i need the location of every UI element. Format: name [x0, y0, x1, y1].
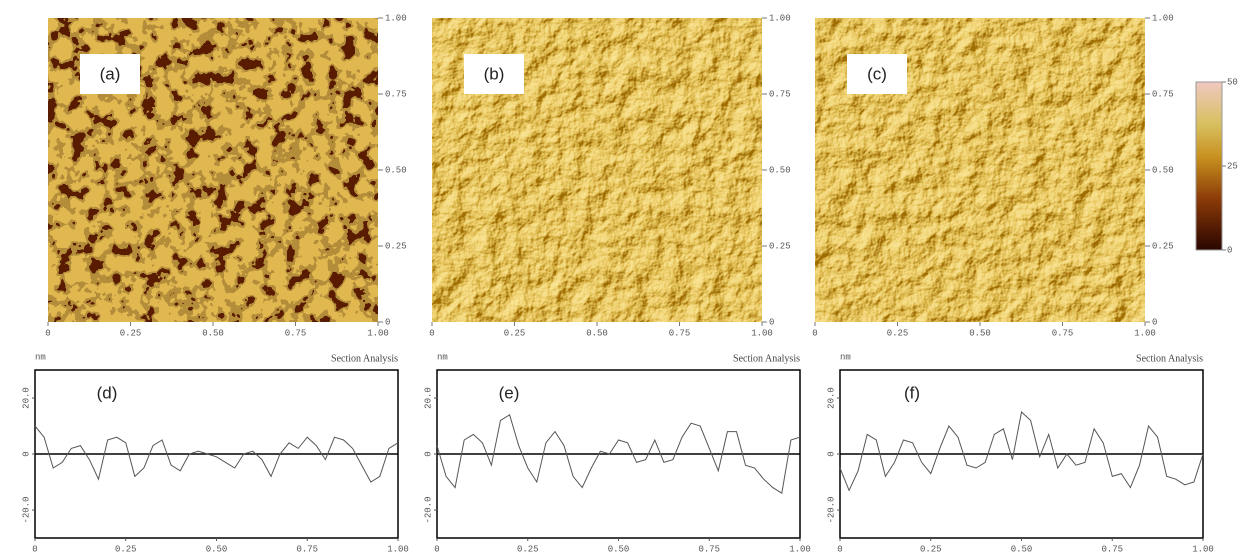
x-tick-label: 0.75 — [296, 544, 318, 554]
unit-label: nm — [35, 352, 46, 362]
y-tick-label: 20.0 — [423, 387, 433, 409]
y-tick-label: 0 — [769, 317, 774, 327]
profile-line — [436, 414, 801, 495]
x-tick-label: 1.00 — [789, 544, 811, 554]
x-tick-label: 0.75 — [698, 544, 720, 554]
y-tick-label: 1.00 — [1152, 13, 1174, 23]
x-tick-label: 0.75 — [1052, 328, 1074, 338]
y-tick-label: 0.25 — [385, 241, 407, 251]
x-tick-label: 1.00 — [387, 544, 409, 554]
x-tick-label: 0 — [429, 328, 434, 338]
y-tick-label: 1.00 — [385, 13, 407, 23]
x-tick-label: 0.25 — [120, 328, 142, 338]
x-tick-label: 0.50 — [1011, 544, 1033, 554]
y-tick-label: 0 — [423, 451, 433, 456]
panel-label: (b) — [484, 64, 505, 83]
x-tick-label: 0 — [812, 328, 817, 338]
colorbar-tick-label: 25 — [1227, 161, 1238, 171]
y-tick-label: 0.25 — [1152, 241, 1174, 251]
x-tick-label: 0 — [434, 544, 439, 554]
x-tick-label: 0.50 — [202, 328, 224, 338]
x-tick-label: 0.25 — [887, 328, 909, 338]
section-title: Section Analysis — [733, 353, 800, 364]
y-tick-label: 0 — [385, 317, 390, 327]
x-tick-label: 0 — [837, 544, 842, 554]
y-tick-label: 0 — [1152, 317, 1157, 327]
panel-label: (f) — [904, 383, 920, 402]
x-tick-label: 0.50 — [206, 544, 228, 554]
y-tick-label: -20.0 — [21, 496, 31, 523]
colorbar — [1195, 81, 1223, 251]
y-tick-label: -20.0 — [826, 496, 836, 523]
profile-line — [34, 425, 399, 483]
x-tick-label: 1.00 — [367, 328, 389, 338]
x-tick-label: 0.50 — [608, 544, 630, 554]
x-tick-label: 1.00 — [1134, 328, 1156, 338]
y-tick-label: 0.50 — [385, 165, 407, 175]
x-tick-label: 0.50 — [586, 328, 608, 338]
y-tick-label: 0.25 — [769, 241, 791, 251]
panel-label: (c) — [867, 64, 887, 83]
x-tick-label: 0.50 — [969, 328, 991, 338]
panel-label: (d) — [97, 383, 118, 402]
panel-label: (a) — [100, 64, 121, 83]
x-tick-label: 0.25 — [504, 328, 526, 338]
x-tick-label: 0.75 — [285, 328, 307, 338]
section-title: Section Analysis — [331, 353, 398, 364]
x-tick-label: 0 — [45, 328, 50, 338]
y-tick-label: 0.75 — [385, 89, 407, 99]
y-tick-label: 1.00 — [769, 13, 791, 23]
x-tick-label: 0.75 — [669, 328, 691, 338]
y-tick-label: 0.50 — [1152, 165, 1174, 175]
x-tick-label: 0.25 — [920, 544, 942, 554]
panel-label-box — [80, 54, 140, 94]
panel-label-box — [464, 54, 524, 94]
y-tick-label: 20.0 — [826, 387, 836, 409]
y-tick-label: -20.0 — [423, 496, 433, 523]
unit-label: nm — [840, 352, 851, 362]
profile-line — [839, 411, 1204, 492]
colorbar-tick-label: 0 — [1227, 245, 1232, 255]
x-tick-label: 1.00 — [1192, 544, 1214, 554]
x-tick-label: 0.75 — [1101, 544, 1123, 554]
panel-label: (e) — [499, 383, 520, 402]
y-tick-label: 0.50 — [769, 165, 791, 175]
x-tick-label: 0.25 — [115, 544, 137, 554]
panel-label-box — [847, 54, 907, 94]
y-tick-label: 0 — [826, 451, 836, 456]
colorbar-tick-label: 50 — [1227, 77, 1238, 87]
y-tick-label: 0 — [21, 451, 31, 456]
y-tick-label: 0.75 — [769, 89, 791, 99]
unit-label: nm — [437, 352, 448, 362]
x-tick-label: 1.00 — [751, 328, 773, 338]
y-tick-label: 20.0 — [21, 387, 31, 409]
x-tick-label: 0 — [32, 544, 37, 554]
x-tick-label: 0.25 — [517, 544, 539, 554]
y-tick-label: 0.75 — [1152, 89, 1174, 99]
section-title: Section Analysis — [1136, 353, 1203, 364]
